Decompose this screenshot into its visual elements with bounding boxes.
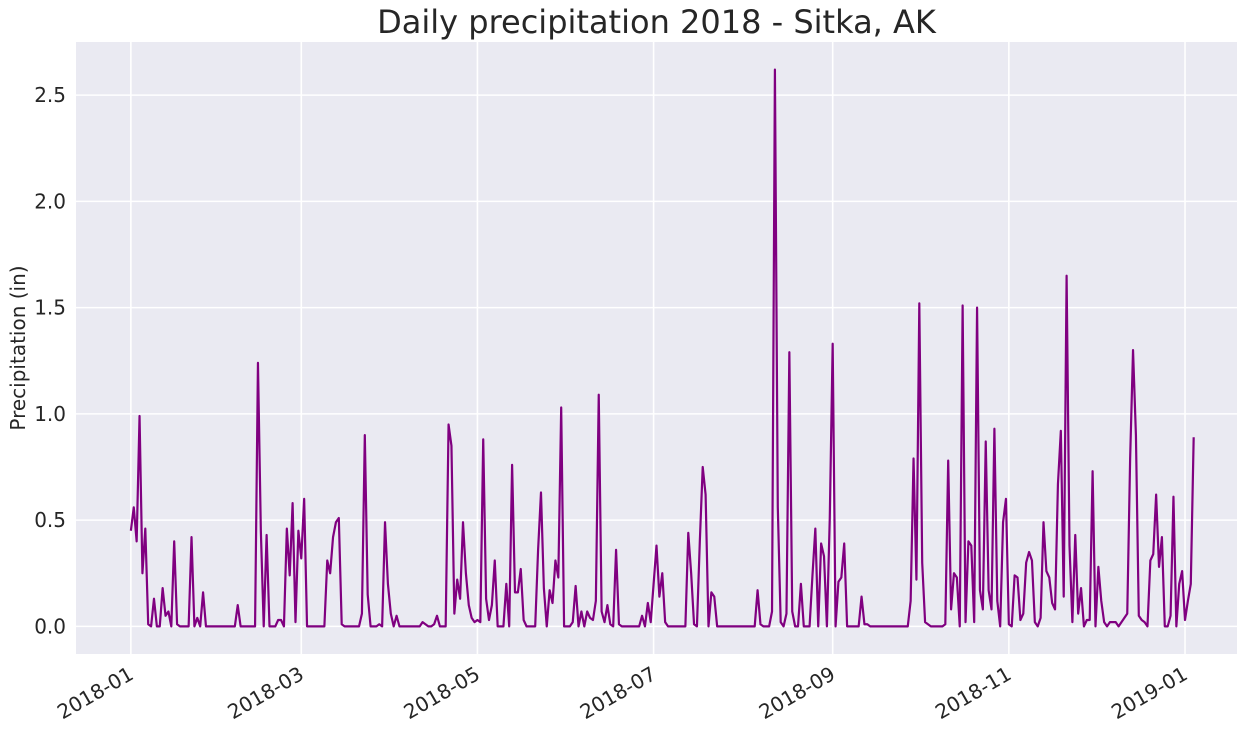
- precipitation-line: [129, 68, 1195, 628]
- y-tick-label: 2.0: [34, 189, 66, 213]
- y-tick-label: 1.5: [34, 296, 66, 320]
- y-tick-label: 0.5: [34, 508, 66, 532]
- y-tick-label: 2.5: [34, 83, 66, 107]
- series-layer: [129, 68, 1195, 628]
- y-axis-label: Precipitation (in): [6, 265, 30, 430]
- y-tick-label: 1.0: [34, 402, 66, 426]
- chart-title: Daily precipitation 2018 - Sitka, AK: [377, 3, 937, 41]
- y-tick-label: 0.0: [34, 614, 66, 638]
- y-axis-ticks: 0.0 0.5 1.0 1.5 2.0 2.5: [34, 83, 66, 638]
